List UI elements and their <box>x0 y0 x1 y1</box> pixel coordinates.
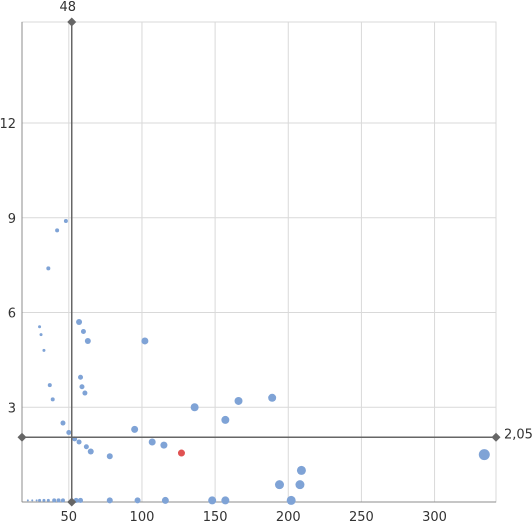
data-point <box>234 396 243 405</box>
data-point <box>26 499 29 502</box>
horizontal-reference-left-handle[interactable] <box>17 432 27 442</box>
y-tick-label: 9 <box>8 212 16 227</box>
x-tick-label: 100 <box>130 510 155 523</box>
plot-frame <box>21 21 497 503</box>
vertical-reference-top-handle[interactable] <box>67 17 77 27</box>
data-point <box>31 499 34 502</box>
point-layer <box>26 218 490 505</box>
data-point <box>160 441 168 449</box>
data-point <box>82 390 88 396</box>
data-point <box>46 498 50 502</box>
x-tick-label: 250 <box>349 510 374 523</box>
data-point <box>39 333 43 337</box>
vertical-reference-label: 48 <box>59 0 76 15</box>
vertical-reference-bottom-handle[interactable] <box>67 497 77 507</box>
x-tick-label: 200 <box>276 510 301 523</box>
x-tick-label: 300 <box>422 510 447 523</box>
data-point <box>79 384 85 390</box>
data-point <box>274 480 284 490</box>
data-point <box>190 403 199 412</box>
x-tick-label: 50 <box>61 510 78 523</box>
data-point <box>76 439 82 445</box>
data-point <box>296 465 306 475</box>
data-point <box>148 438 156 446</box>
data-point <box>56 498 61 503</box>
y-tick-label: 6 <box>8 307 16 322</box>
data-point <box>106 497 113 504</box>
x-tick-label: 150 <box>203 510 228 523</box>
data-point <box>84 337 91 344</box>
data-point <box>42 498 46 502</box>
data-point <box>55 228 60 233</box>
data-point <box>134 497 141 504</box>
data-point <box>478 449 490 461</box>
data-point <box>131 425 139 433</box>
data-point <box>63 218 68 223</box>
data-point <box>50 397 55 402</box>
data-point <box>60 498 65 503</box>
reference-line-layer: 482,05 <box>17 0 532 507</box>
data-point <box>35 499 38 502</box>
data-point <box>46 266 51 271</box>
data-point <box>78 374 84 380</box>
data-point <box>38 325 42 329</box>
data-point <box>106 453 113 460</box>
data-point <box>141 337 149 345</box>
data-point <box>295 480 305 490</box>
data-point <box>66 430 72 436</box>
data-point <box>78 497 84 503</box>
tick-label-layer: 50 100 150 200 250 300 3 6 9 12 <box>0 117 447 523</box>
data-point <box>76 319 83 325</box>
horizontal-reference-right-handle[interactable] <box>491 432 501 442</box>
data-point <box>268 393 277 402</box>
horizontal-reference-label: 2,05 <box>504 427 532 442</box>
data-point <box>83 444 89 450</box>
data-point <box>42 348 46 352</box>
data-point <box>87 448 94 455</box>
y-tick-label: 3 <box>8 401 16 416</box>
data-point <box>221 415 230 424</box>
data-point <box>80 328 86 334</box>
data-point <box>161 496 169 504</box>
highlighted-data-point <box>177 449 185 457</box>
data-point <box>208 496 217 505</box>
data-point <box>60 420 66 426</box>
data-point <box>286 495 296 505</box>
data-point <box>38 498 42 502</box>
data-point <box>221 496 230 505</box>
grid-layer <box>21 21 497 503</box>
data-point <box>52 498 57 503</box>
data-point <box>47 383 52 388</box>
y-tick-label: 12 <box>0 117 16 132</box>
